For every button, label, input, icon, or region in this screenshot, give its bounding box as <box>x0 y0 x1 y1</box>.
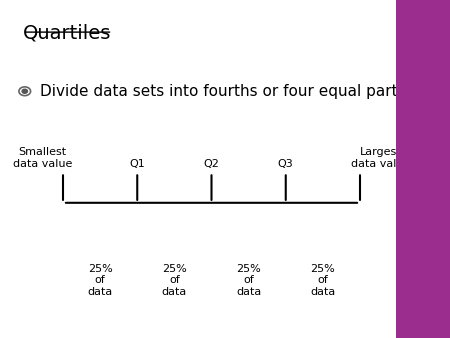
Text: Smallest
data value: Smallest data value <box>13 147 72 169</box>
Text: 25%
of
data: 25% of data <box>162 264 187 297</box>
Text: 25%
of
data: 25% of data <box>236 264 261 297</box>
Text: Q2: Q2 <box>203 159 220 169</box>
Text: 25%
of
data: 25% of data <box>87 264 113 297</box>
Text: Quartiles: Quartiles <box>22 24 111 43</box>
Circle shape <box>22 89 27 93</box>
Text: Divide data sets into fourths or four equal parts.: Divide data sets into fourths or four eq… <box>40 84 411 99</box>
Text: Largest
data value: Largest data value <box>351 147 410 169</box>
Text: Q1: Q1 <box>130 159 145 169</box>
Text: 25%
of
data: 25% of data <box>310 264 336 297</box>
Text: Q3: Q3 <box>278 159 293 169</box>
Circle shape <box>19 87 31 96</box>
